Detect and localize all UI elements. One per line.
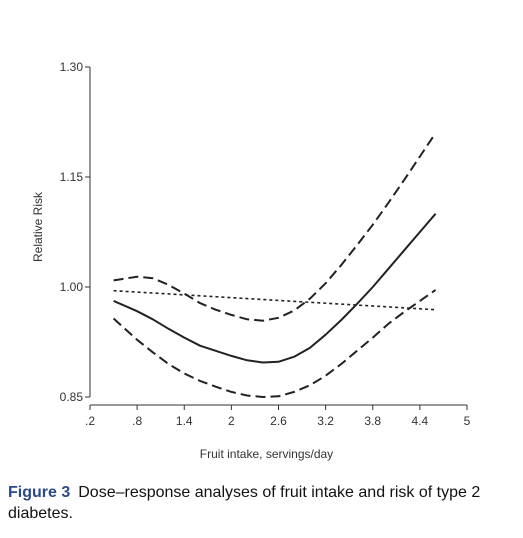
x-tick-label: .8	[132, 414, 142, 428]
x-tick-label: 2	[228, 414, 235, 428]
series-line-1	[113, 213, 437, 364]
x-axis-title: Fruit intake, servings/day	[200, 447, 333, 461]
x-tick-label: 3.2	[317, 414, 334, 428]
dose-response-chart: 0.85 1.00 1.15 1.30 .2 .8 1.4 2 2.6 3.2 3.8 4.4 5 Fru…	[31, 60, 471, 461]
y-tick-label: 1.00	[60, 280, 84, 294]
chart-axes	[85, 66, 468, 410]
y-tick-label: 1.15	[60, 170, 84, 184]
chart-labels: 0.85 1.00 1.15 1.30 .2 .8 1.4 2 2.6 3.2 3.8 4.4 5 Fru…	[31, 60, 471, 461]
y-tick-label: 0.85	[60, 390, 84, 404]
x-tick-label: 3.8	[364, 414, 381, 428]
series-line-4	[113, 289, 436, 311]
x-tick-label: 1.4	[176, 414, 193, 428]
x-tick-label: .2	[85, 414, 95, 428]
series-line-3	[112, 289, 437, 398]
x-tick-label: 5	[464, 414, 471, 428]
y-axis-title: Relative Risk	[31, 191, 45, 262]
figure-label: Figure 3	[8, 484, 71, 501]
series-line-2	[113, 132, 437, 322]
figure-caption: Figure 3 Dose–response analyses of fruit …	[8, 482, 513, 524]
x-tick-label: 2.6	[270, 414, 287, 428]
x-tick-label: 4.4	[412, 414, 429, 428]
y-tick-label: 1.30	[60, 60, 84, 74]
figure-caption-text: Dose–response analyses of fruit intake a…	[8, 484, 481, 522]
chart-series	[112, 132, 437, 398]
